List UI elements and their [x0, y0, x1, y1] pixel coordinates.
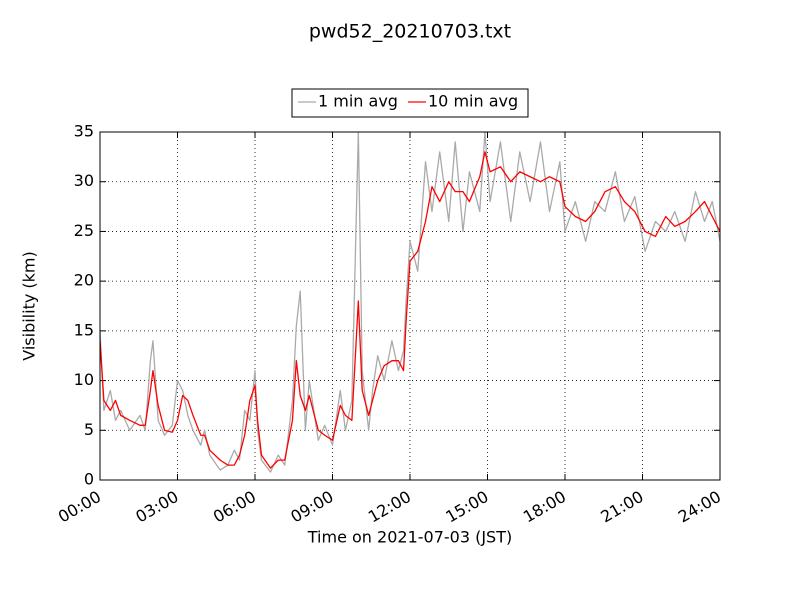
y-tick-label: 0	[84, 470, 94, 489]
x-tick-label: 06:00	[210, 487, 259, 527]
x-tick-label: 24:00	[675, 487, 724, 527]
series-line	[100, 151, 720, 469]
y-tick-label: 35	[74, 122, 94, 141]
x-tick-label: 12:00	[365, 487, 414, 527]
x-tick-label: 03:00	[132, 487, 181, 527]
x-axis-label: Time on 2021-07-03 (JST)	[307, 528, 512, 547]
y-tick-label: 20	[74, 271, 94, 290]
x-tick-label: 21:00	[597, 487, 646, 527]
legend-label: 1 min avg	[318, 92, 398, 111]
y-tick-label: 25	[74, 221, 94, 240]
x-tick-label: 15:00	[442, 487, 491, 527]
legend-label: 10 min avg	[428, 92, 518, 111]
x-tick-label: 09:00	[287, 487, 336, 527]
legend-box	[291, 88, 529, 118]
y-tick-label: 30	[74, 171, 94, 190]
series-line	[100, 132, 720, 473]
y-tick-label: 5	[84, 420, 94, 439]
x-tick-label: 18:00	[520, 487, 569, 527]
y-tick-label: 15	[74, 320, 94, 339]
plot-frame	[99, 131, 721, 481]
y-axis-label: Visibility (km)	[20, 251, 39, 360]
x-tick-label: 00:00	[55, 487, 104, 527]
chart-title: pwd52_20210703.txt	[309, 21, 511, 43]
y-tick-label: 10	[74, 370, 94, 389]
